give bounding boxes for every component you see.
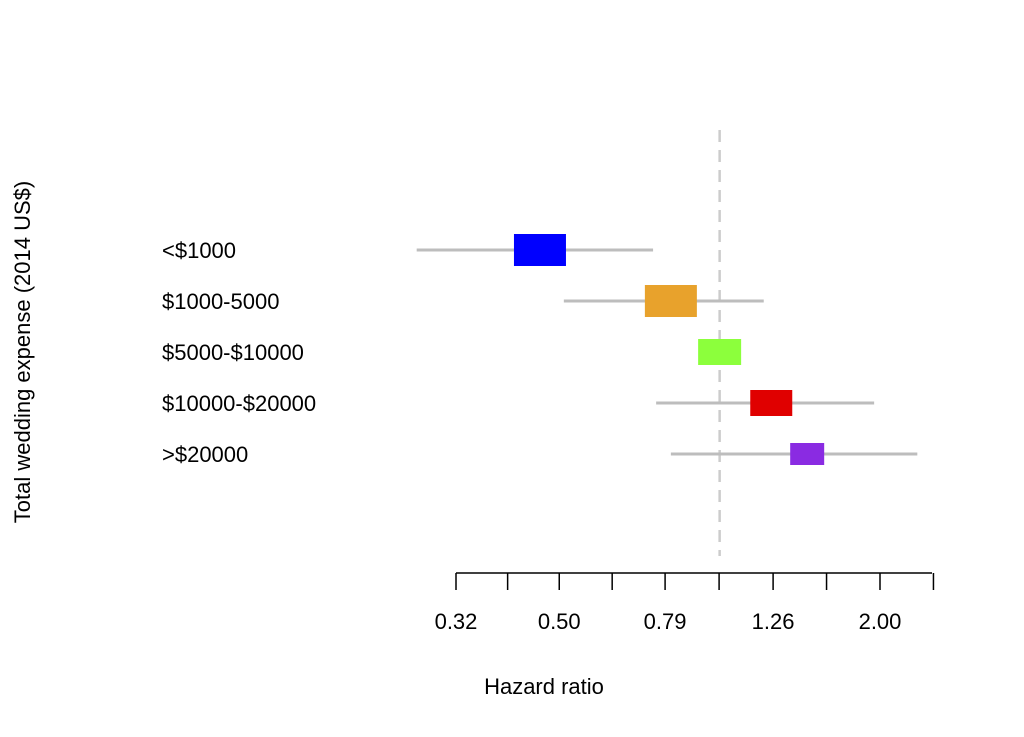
x-tick-label: 1.26	[752, 609, 795, 634]
hr-box	[790, 443, 825, 465]
hr-box	[750, 390, 793, 416]
x-tick-label: 0.79	[644, 609, 687, 634]
hr-box	[513, 234, 566, 266]
row-label: $5000-$10000	[162, 340, 304, 365]
x-tick-label: 0.50	[538, 609, 581, 634]
y-axis-label: Total wedding expense (2014 US$)	[10, 181, 35, 523]
row-label: $10000-$20000	[162, 391, 316, 416]
hr-box	[698, 339, 742, 365]
row-label: <$1000	[162, 238, 236, 263]
x-axis-label: Hazard ratio	[484, 674, 604, 699]
x-tick-label: 2.00	[859, 609, 902, 634]
row-label: >$20000	[162, 442, 248, 467]
hr-box	[644, 285, 697, 317]
row-label: $1000-5000	[162, 289, 279, 314]
x-tick-label: 0.32	[435, 609, 478, 634]
